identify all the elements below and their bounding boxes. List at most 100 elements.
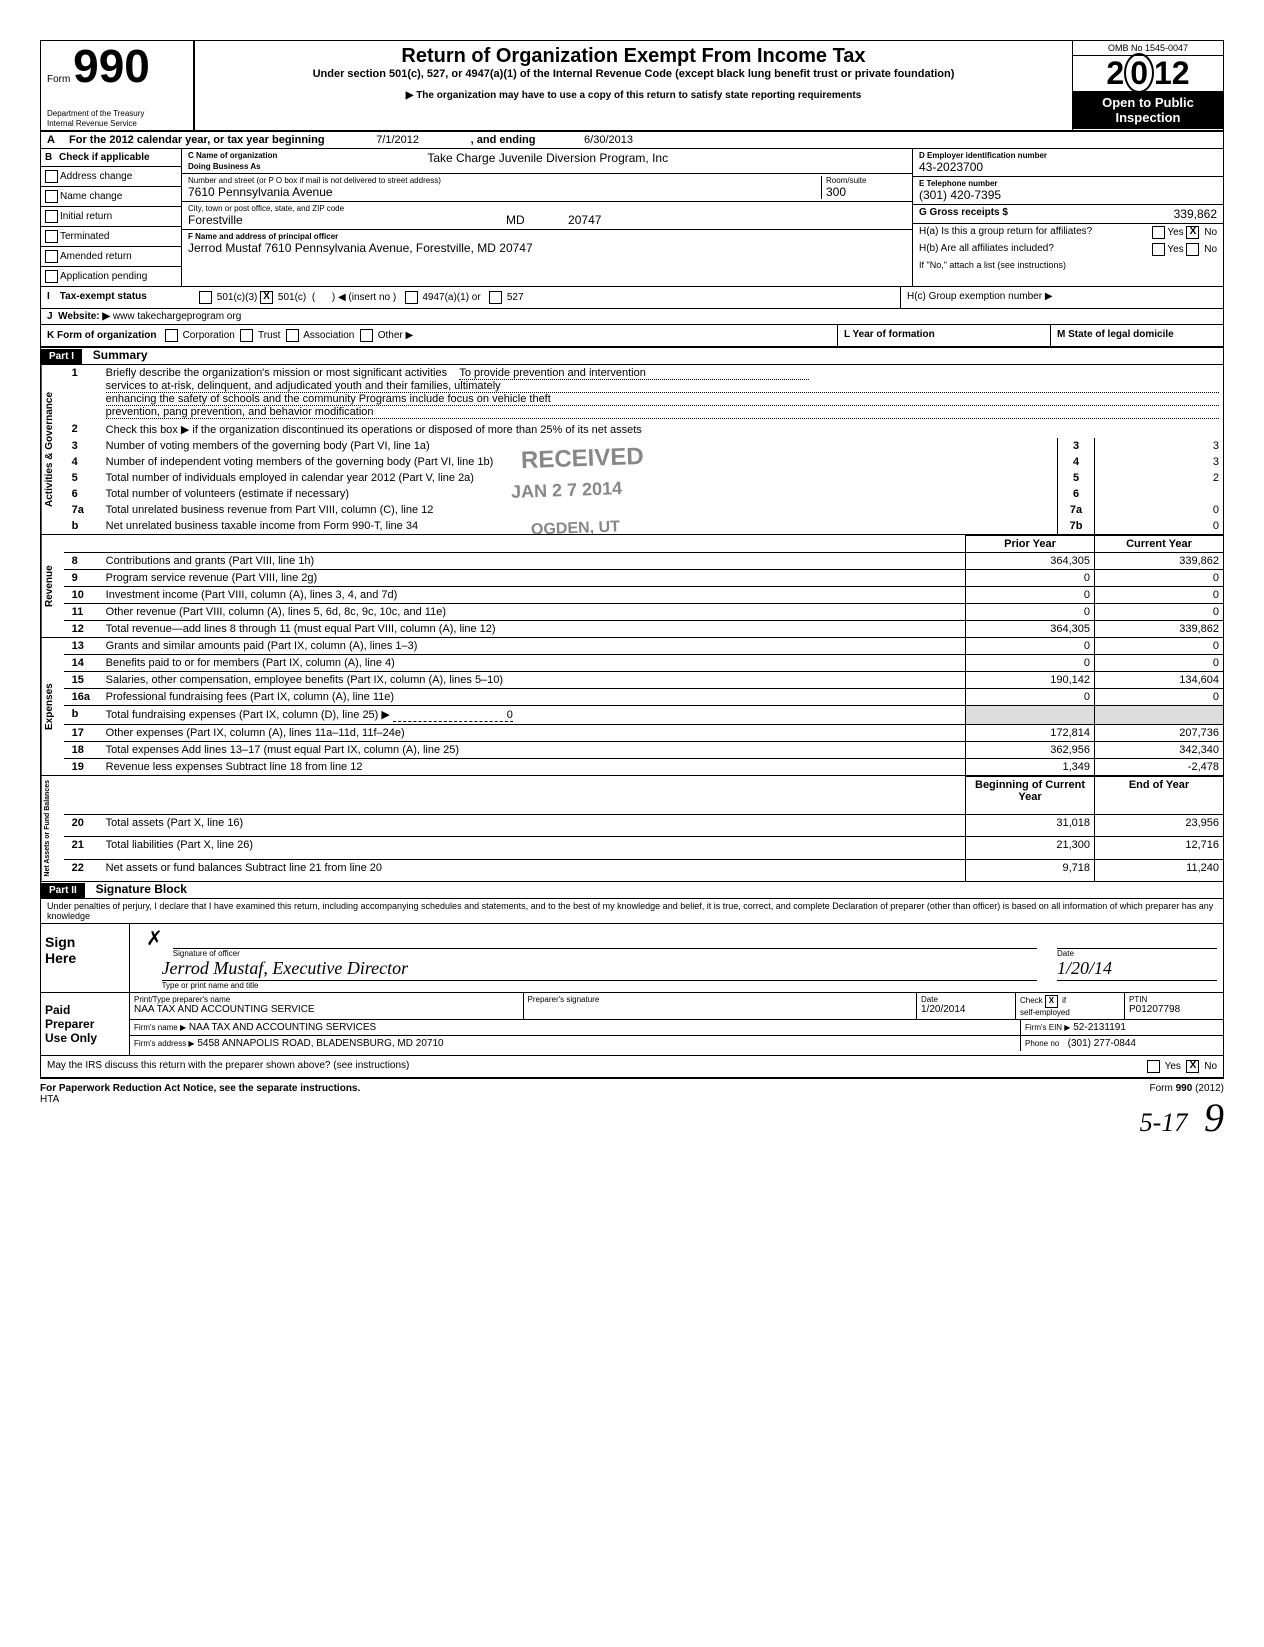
- cb-initial[interactable]: [45, 210, 58, 223]
- sig-date-label: Date: [1057, 949, 1217, 958]
- mission-4: prevention, pang prevention, and behavio…: [106, 406, 1219, 419]
- cb-trust[interactable]: [240, 329, 253, 342]
- form-990-container: Form 990 Department of the Treasury Inte…: [40, 40, 1224, 1079]
- sign-here-label: SignHere: [41, 924, 130, 992]
- exp-p17: 172,814: [966, 725, 1095, 742]
- cb-name[interactable]: [45, 190, 58, 203]
- cb-assoc[interactable]: [286, 329, 299, 342]
- exp-c19: -2,478: [1095, 759, 1224, 776]
- cb-address[interactable]: [45, 170, 58, 183]
- expenses-section: Expenses 13Grants and similar amounts pa…: [41, 638, 1223, 776]
- cb-pending[interactable]: [45, 270, 58, 283]
- gov-v5: 2: [1095, 470, 1224, 486]
- line-i: ITax-exempt status 501(c)(3) X 501(c) ( …: [41, 287, 1223, 309]
- hb-yes[interactable]: [1152, 243, 1165, 256]
- room-value: 300: [826, 185, 906, 199]
- sig-date-handwritten: 1/20/14: [1057, 958, 1217, 981]
- gov-l2: Check this box ▶ if the organization dis…: [102, 421, 1223, 438]
- na-p22: 9,718: [966, 859, 1095, 881]
- na-label: Net Assets or Fund Balances: [41, 776, 64, 881]
- prep-date-label: Date: [921, 995, 1011, 1004]
- hb-note: If "No," attach a list (see instructions…: [913, 258, 1223, 272]
- paid-preparer-block: PaidPreparerUse Only Print/Type preparer…: [41, 993, 1223, 1056]
- exp-label: Expenses: [41, 638, 64, 775]
- header-row: Form 990 Department of the Treasury Inte…: [41, 41, 1223, 132]
- opt-corp: Corporation: [183, 330, 235, 341]
- rev-l11: Other revenue (Part VIII, column (A), li…: [102, 604, 966, 621]
- cb-terminated[interactable]: [45, 230, 58, 243]
- section-c: C Name of organization Doing Business As…: [181, 149, 913, 286]
- cb-corp[interactable]: [165, 329, 178, 342]
- hc-label: H(c) Group exemption number ▶: [900, 287, 1223, 308]
- paid-label: PaidPreparerUse Only: [41, 993, 130, 1055]
- open-public: Open to Public Inspection: [1073, 91, 1223, 129]
- na-c21: 12,716: [1095, 837, 1224, 859]
- rev-l10: Investment income (Part VIII, column (A)…: [102, 587, 966, 604]
- rev-p9: 0: [966, 570, 1095, 587]
- cb-name-label: Name change: [60, 191, 122, 202]
- rev-c8: 339,862: [1095, 553, 1224, 570]
- exp-p19: 1,349: [966, 759, 1095, 776]
- firm-ein: 52-2131191: [1073, 1022, 1126, 1033]
- discuss-no[interactable]: X: [1186, 1060, 1199, 1073]
- firm-name-label: Firm's name ▶: [134, 1023, 186, 1032]
- room-label: Room/suite: [826, 176, 906, 185]
- cb-501c3[interactable]: [199, 291, 212, 304]
- na-c20: 23,956: [1095, 815, 1224, 837]
- discuss-text: May the IRS discuss this return with the…: [41, 1056, 1071, 1077]
- col-current: Current Year: [1095, 536, 1224, 553]
- part-i-header: Part I Summary: [41, 347, 1223, 365]
- na-l20: Total assets (Part X, line 16): [102, 815, 966, 837]
- website-value: www takechargeprogram org: [113, 311, 241, 322]
- officer-name-handwritten: Jerrod Mustaf, Executive Director: [162, 958, 1037, 981]
- part-i-label: Part I: [41, 349, 82, 364]
- rev-l8: Contributions and grants (Part VIII, lin…: [102, 553, 966, 570]
- ha-no[interactable]: X: [1186, 226, 1199, 239]
- cb-501c[interactable]: X: [260, 291, 273, 304]
- line-j: J Website: ▶ www takechargeprogram org: [41, 309, 1223, 325]
- na-c22: 11,240: [1095, 859, 1224, 881]
- exp-c17: 207,736: [1095, 725, 1224, 742]
- discuss-yes[interactable]: [1147, 1060, 1160, 1073]
- gov-v7b: 0: [1095, 518, 1224, 534]
- cb-self-employed[interactable]: X: [1045, 995, 1058, 1008]
- gov-label: Activities & Governance: [41, 365, 64, 534]
- officer-value: Jerrod Mustaf 7610 Pennsylvania Avenue, …: [188, 241, 906, 255]
- hand-9: 9: [1204, 1095, 1224, 1140]
- cb-527[interactable]: [489, 291, 502, 304]
- year-end: 6/30/2013: [539, 134, 679, 146]
- exp-l18: Total expenses Add lines 13–17 (must equ…: [102, 742, 966, 759]
- cb-amended[interactable]: [45, 250, 58, 263]
- gov-l1: Briefly describe the organization's miss…: [106, 367, 447, 379]
- dept-irs: Internal Revenue Service: [47, 119, 137, 128]
- cb-other[interactable]: [360, 329, 373, 342]
- ein-label: D Employer identification number: [919, 151, 1217, 160]
- subtitle: Under section 501(c), 527, or 4947(a)(1)…: [205, 68, 1062, 80]
- phone-label: Phone no: [1025, 1039, 1059, 1048]
- net-assets-section: Net Assets or Fund Balances Beginning of…: [41, 776, 1223, 881]
- ha-label: H(a) Is this a group return for affiliat…: [919, 226, 1092, 239]
- open-line1: Open to Public: [1102, 95, 1194, 110]
- cb-4947[interactable]: [405, 291, 418, 304]
- stamp-ogden: OGDEN, UT: [531, 519, 620, 540]
- opt-trust: Trust: [258, 330, 280, 341]
- rev-l12: Total revenue—add lines 8 through 11 (mu…: [102, 621, 966, 638]
- open-line2: Inspection: [1115, 110, 1180, 125]
- exp-p18: 362,956: [966, 742, 1095, 759]
- col-prior: Prior Year: [966, 536, 1095, 553]
- tel-label: E Telephone number: [919, 179, 1217, 188]
- c-name-label: C Name of organization: [188, 151, 427, 160]
- rev-p11: 0: [966, 604, 1095, 621]
- tax-year: 2012: [1073, 56, 1223, 91]
- j-label: Website: ▶: [58, 311, 110, 322]
- part-ii-title: Signature Block: [88, 882, 187, 896]
- hb-no[interactable]: [1186, 243, 1199, 256]
- paperwork-notice: For Paperwork Reduction Act Notice, see …: [40, 1083, 360, 1094]
- year-begin: 7/1/2012: [328, 134, 468, 146]
- rev-c9: 0: [1095, 570, 1224, 587]
- firm-name: NAA TAX AND ACCOUNTING SERVICES: [189, 1022, 376, 1033]
- exp-l13: Grants and similar amounts paid (Part IX…: [102, 638, 966, 655]
- ha-yes[interactable]: [1152, 226, 1165, 239]
- exp-l14: Benefits paid to or for members (Part IX…: [102, 655, 966, 672]
- zip-value: 20747: [568, 213, 601, 227]
